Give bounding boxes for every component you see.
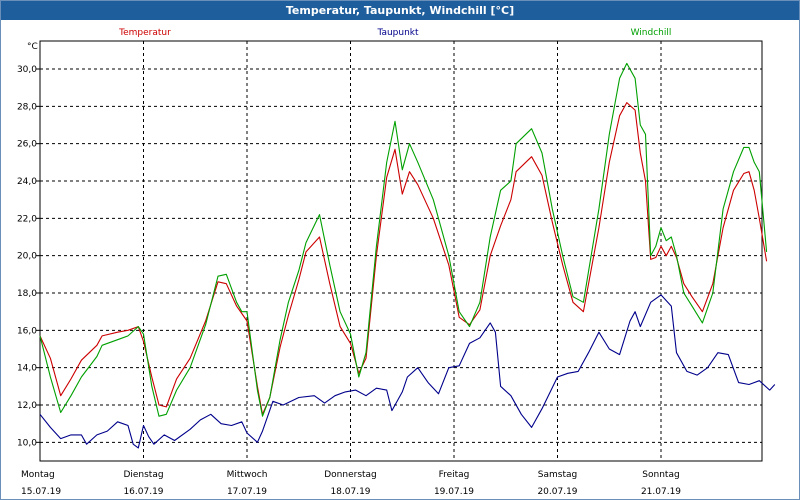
series-line-temperatur bbox=[39, 102, 768, 415]
x-tick-day: Samstag bbox=[538, 470, 577, 480]
legend-entry: Temperatur bbox=[118, 28, 171, 38]
y-tick-label: 16,0 bbox=[17, 326, 37, 336]
legend-entry: Taupunkt bbox=[376, 28, 419, 38]
plot-frame bbox=[39, 40, 763, 462]
grid bbox=[40, 41, 762, 461]
x-axis-ticks: Montag 15.07.19 Dienstag 16.07.19 Mittwoch 17… bbox=[21, 470, 681, 497]
x-tick-date: 21.07.19 bbox=[641, 487, 681, 497]
y-tick-label: 26,0 bbox=[17, 140, 37, 150]
x-tick-date: 17.07.19 bbox=[227, 487, 267, 497]
y-tick-label: 12,0 bbox=[17, 401, 37, 411]
x-tick-date: 18.07.19 bbox=[330, 487, 370, 497]
y-tick-label: 20,0 bbox=[17, 252, 37, 262]
series-line-windchill bbox=[39, 62, 768, 417]
x-tick-day: Donnerstag bbox=[324, 470, 377, 480]
x-tick-day: Dienstag bbox=[123, 470, 163, 480]
legend: Temperatur Taupunkt Windchill bbox=[118, 28, 671, 38]
x-tick-date: 20.07.19 bbox=[537, 487, 577, 497]
y-tick-label: 28,0 bbox=[17, 102, 37, 112]
x-tick-day: Montag bbox=[21, 470, 55, 480]
x-tick-date: 19.07.19 bbox=[434, 487, 474, 497]
x-tick-day: Freitag bbox=[439, 470, 470, 480]
series-lines bbox=[39, 62, 776, 449]
window-title: Temperatur, Taupunkt, Windchill [°C] bbox=[1, 1, 799, 20]
y-axis-ticks: 10,0 12,0 14,0 16,0 18,0 20,0 22,0 24,0 26,0 28,0… bbox=[17, 65, 40, 448]
x-tick-date: 16.07.19 bbox=[123, 487, 163, 497]
y-unit-label: °C bbox=[27, 42, 38, 52]
x-tick-day: Sonntag bbox=[642, 470, 679, 480]
y-tick-label: 10,0 bbox=[17, 438, 37, 448]
y-tick-label: 30,0 bbox=[17, 65, 37, 75]
y-tick-label: 24,0 bbox=[17, 177, 37, 187]
x-tick-date: 15.07.19 bbox=[21, 487, 61, 497]
y-tick-label: 22,0 bbox=[17, 214, 37, 224]
y-tick-label: 14,0 bbox=[17, 364, 37, 374]
legend-entry: Windchill bbox=[631, 28, 672, 38]
series-line-taupunkt bbox=[39, 294, 776, 449]
y-tick-label: 18,0 bbox=[17, 289, 37, 299]
x-tick-day: Mittwoch bbox=[227, 470, 268, 480]
